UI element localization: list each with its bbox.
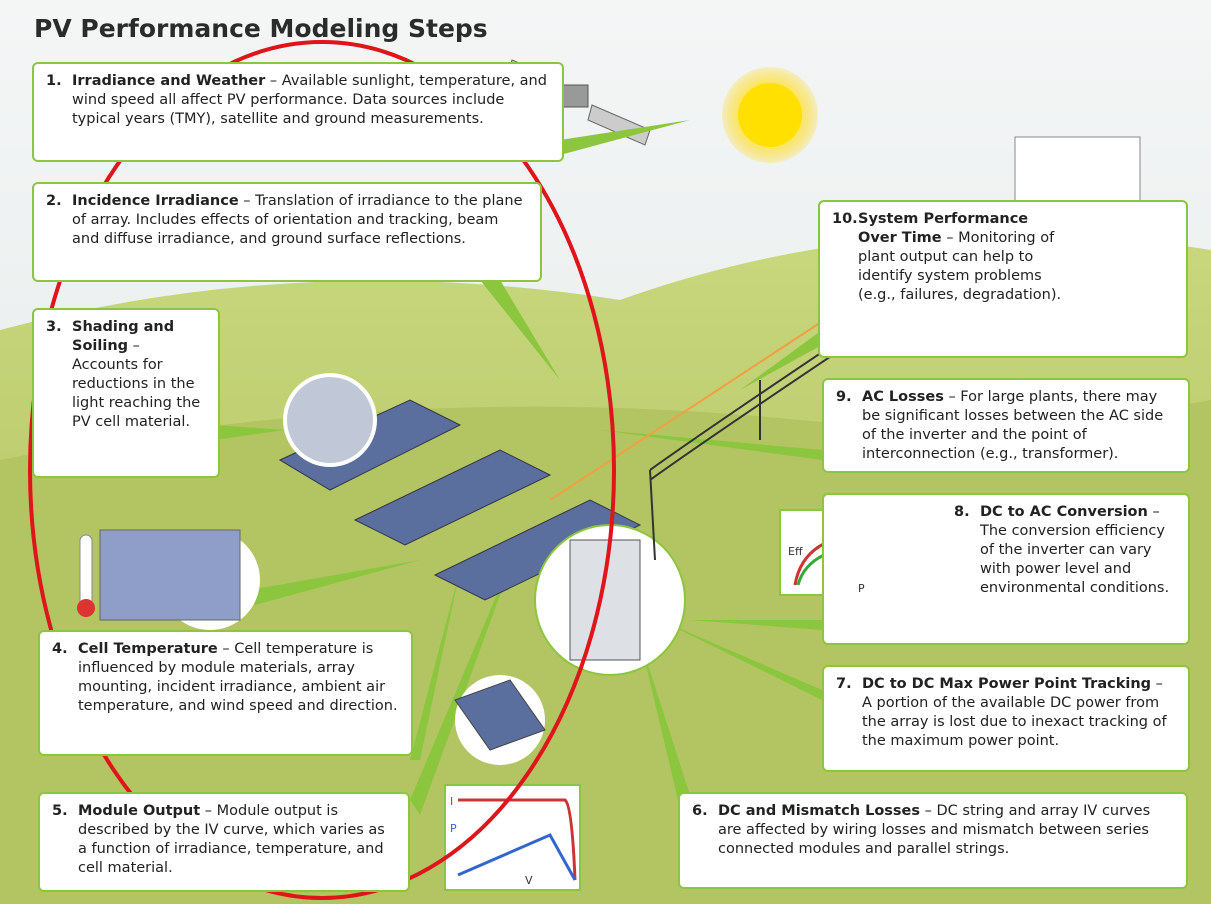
- step-heading: DC to DC Max Power Point Tracking: [862, 676, 1151, 692]
- step-box: 10.System Performance Over Time – Monito…: [818, 200, 1188, 358]
- step-number: 6.: [692, 802, 718, 879]
- thermometer: [80, 535, 92, 610]
- step-text: Module Output – Module output is describ…: [78, 802, 396, 882]
- step-number: 4.: [52, 640, 78, 746]
- step-heading: Shading and Soiling: [72, 319, 174, 354]
- step-box: 6.DC and Mismatch Losses – DC string and…: [678, 792, 1188, 889]
- step-text: Cell Temperature – Cell temperature is i…: [78, 640, 399, 746]
- step-text: DC to DC Max Power Point Tracking – A po…: [862, 675, 1176, 762]
- chart-label: Eff: [788, 545, 803, 558]
- page: {"header":{"title":"PV Performance Model…: [0, 0, 1211, 904]
- step-text: Shading and Soiling – Accounts for reduc…: [72, 318, 206, 468]
- soiling-lens: [285, 375, 375, 465]
- step-number: 2.: [46, 192, 72, 272]
- chart-label: P: [450, 822, 457, 835]
- step-box: 3.Shading and Soiling – Accounts for red…: [32, 308, 220, 478]
- chart-label: I: [450, 795, 453, 808]
- step-number: 9.: [836, 388, 862, 463]
- step-box: 7.DC to DC Max Power Point Tracking – A …: [822, 665, 1190, 772]
- step-box: 8.DC to AC Conversion – The conversion e…: [822, 493, 1190, 645]
- step-text: Incidence Irradiance – Translation of ir…: [72, 192, 528, 272]
- cell: [100, 530, 240, 620]
- step-heading: Module Output: [78, 803, 200, 819]
- step-heading: AC Losses: [862, 389, 944, 405]
- step-heading: Irradiance and Weather: [72, 73, 265, 89]
- chart-label: V: [525, 874, 533, 887]
- step-text: DC to AC Conversion – The conversion eff…: [980, 503, 1176, 635]
- step-box: 4.Cell Temperature – Cell temperature is…: [38, 630, 413, 756]
- step-number: 10.: [832, 210, 858, 348]
- step-heading: DC and Mismatch Losses: [718, 803, 920, 819]
- inverter: [570, 540, 640, 660]
- step-box: 1.Irradiance and Weather – Available sun…: [32, 62, 564, 162]
- step-number: 1.: [46, 72, 72, 152]
- step-number: 5.: [52, 802, 78, 882]
- title: PV Performance Modeling Steps: [34, 14, 488, 43]
- step-number: 3.: [46, 318, 72, 468]
- step-text: Irradiance and Weather – Available sunli…: [72, 72, 550, 152]
- step-text: System Performance Over Time – Monitorin…: [858, 210, 1068, 348]
- step-box: 5.Module Output – Module output is descr…: [38, 792, 410, 892]
- step-text: AC Losses – For large plants, there may …: [862, 388, 1176, 463]
- step-box: 9.AC Losses – For large plants, there ma…: [822, 378, 1190, 473]
- sun-core: [738, 83, 802, 147]
- chart-label: P: [858, 582, 865, 595]
- thermometer-bulb: [77, 599, 95, 617]
- step-heading: Cell Temperature: [78, 641, 218, 657]
- monitor-chart: [1015, 137, 1140, 202]
- step-number: 8.: [954, 503, 980, 635]
- step-text: DC and Mismatch Losses – DC string and a…: [718, 802, 1174, 879]
- step-box: 2.Incidence Irradiance – Translation of …: [32, 182, 542, 282]
- step-number: 7.: [836, 675, 862, 762]
- step-heading: Incidence Irradiance: [72, 193, 239, 209]
- step-heading: DC to AC Conversion: [980, 504, 1148, 520]
